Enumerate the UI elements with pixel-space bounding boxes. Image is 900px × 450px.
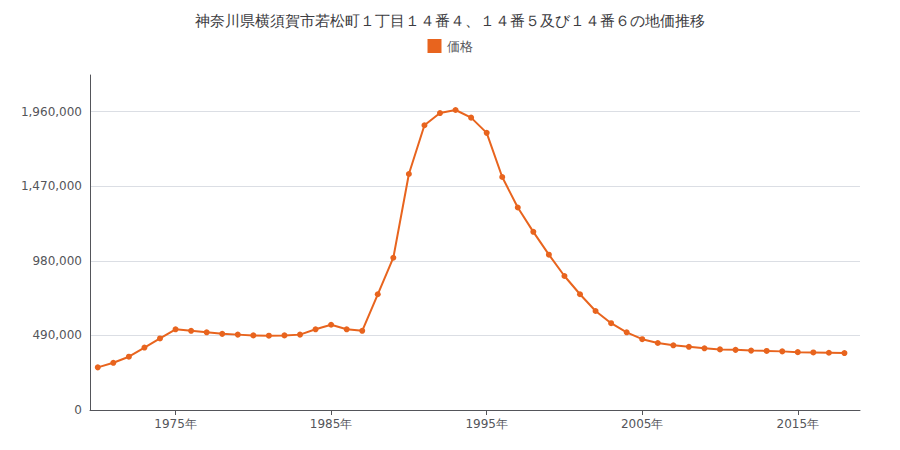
- svg-text:1,960,000: 1,960,000: [21, 105, 82, 119]
- svg-text:2005年: 2005年: [621, 417, 664, 431]
- svg-text:490,000: 490,000: [32, 328, 82, 342]
- svg-text:価格: 価格: [447, 39, 473, 54]
- svg-text:神奈川県横須賀市若松町１丁目１４番４、１４番５及び１４番６の: 神奈川県横須賀市若松町１丁目１４番４、１４番５及び１４番６の地価推移: [195, 12, 705, 30]
- svg-text:0: 0: [74, 403, 82, 417]
- svg-text:980,000: 980,000: [32, 254, 82, 268]
- svg-text:1985年: 1985年: [310, 417, 353, 431]
- svg-text:1,470,000: 1,470,000: [21, 179, 82, 193]
- svg-text:1975年: 1975年: [154, 417, 197, 431]
- svg-text:2015年: 2015年: [777, 417, 820, 431]
- svg-text:1995年: 1995年: [465, 417, 508, 431]
